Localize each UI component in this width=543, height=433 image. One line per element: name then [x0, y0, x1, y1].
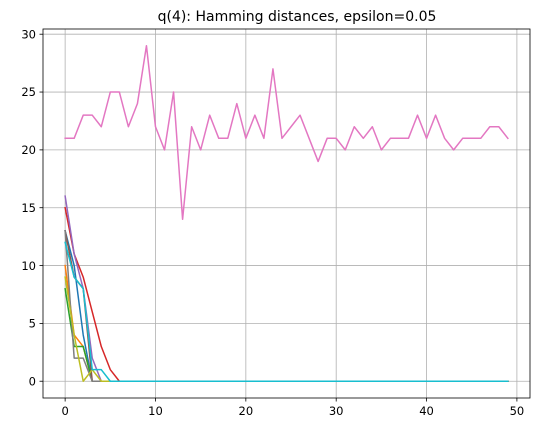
y-tick-label: 30 [21, 27, 36, 41]
y-tick-label: 20 [21, 143, 36, 157]
x-tick-label: 10 [148, 404, 163, 418]
y-tick-label: 10 [21, 259, 36, 273]
y-tick-label: 0 [29, 374, 36, 388]
x-tick-label: 0 [61, 404, 68, 418]
y-tick-label: 25 [21, 85, 36, 99]
series-line-run-6 [64, 45, 509, 221]
x-tick-label: 30 [329, 404, 344, 418]
x-tick-label: 40 [419, 404, 434, 418]
plot-frame [42, 28, 531, 399]
ticks: 0 10 20 30 40 50 0 5 10 15 20 25 30 [21, 27, 524, 418]
y-tick-label: 5 [29, 317, 36, 331]
series-line-run-9 [64, 241, 509, 382]
x-tick-label: 20 [239, 404, 254, 418]
y-tick-label: 15 [21, 201, 36, 215]
x-tick-label: 50 [510, 404, 525, 418]
chart-title: q(4): Hamming distances, epsilon=0.05 [158, 9, 437, 25]
grid [43, 29, 530, 398]
series-layer [64, 45, 509, 382]
